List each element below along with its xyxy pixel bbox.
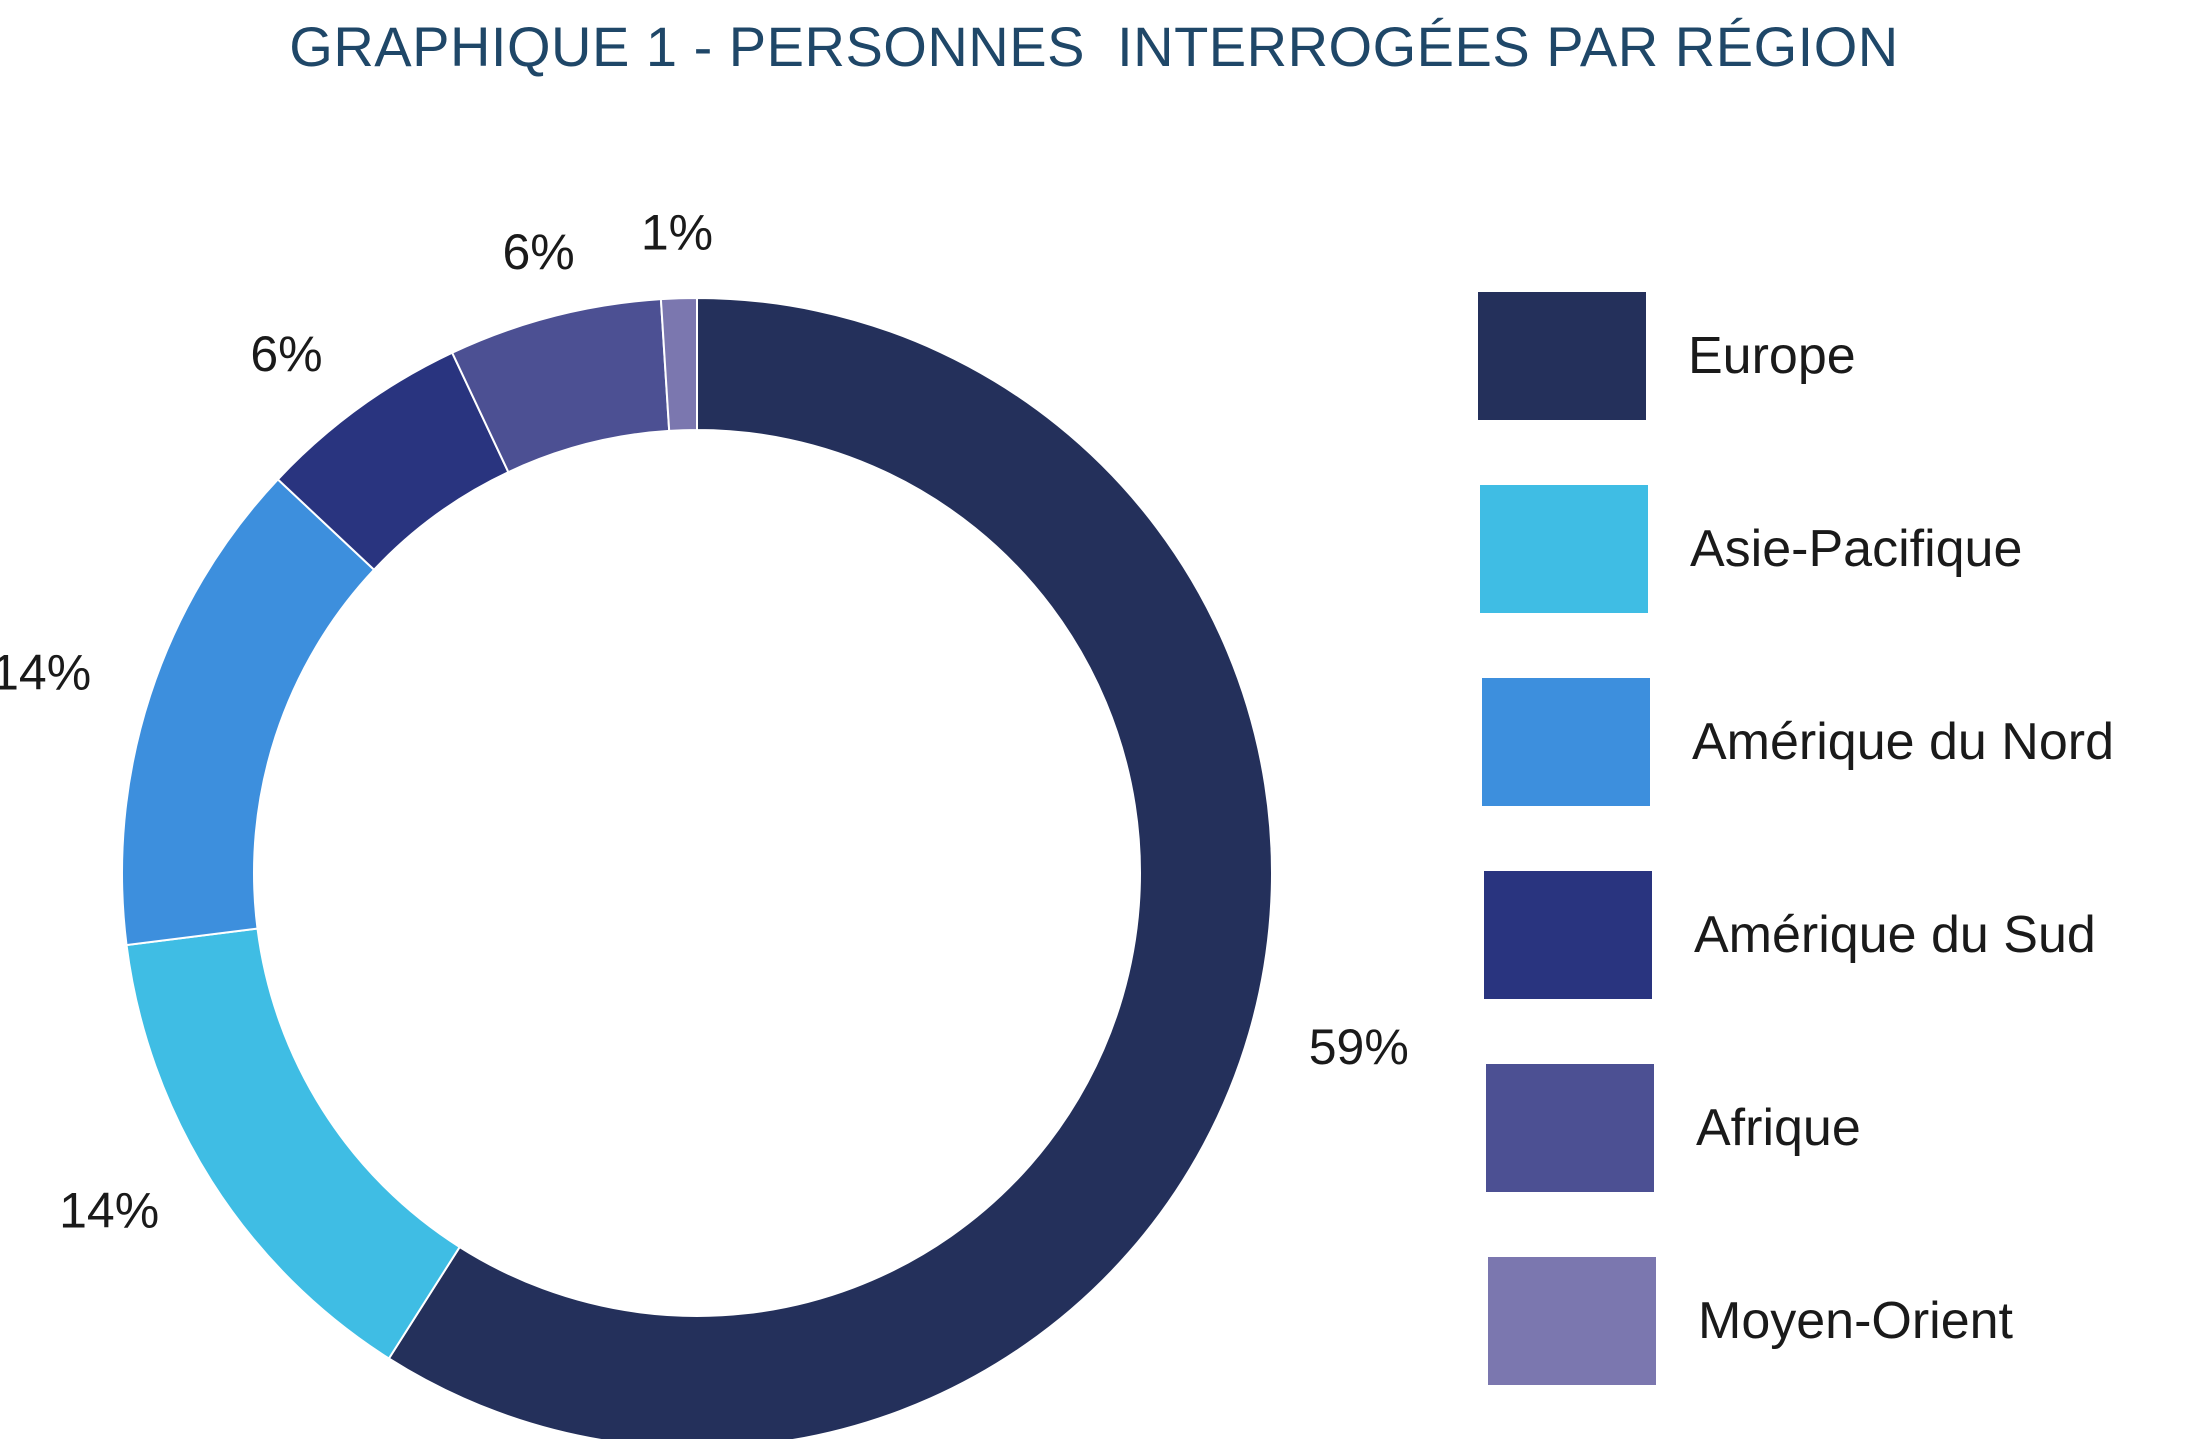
donut-chart: 59% 14% 14% 6% 6% 1%: [0, 205, 1409, 1439]
chart-title: GRAPHIQUE 1 - PERSONNES INTERROGÉES PAR …: [289, 15, 1899, 78]
data-label-amerique-du-sud: 6%: [250, 326, 322, 382]
donut-slices: [121, 296, 1273, 1439]
legend-swatch: [1484, 871, 1652, 999]
data-label-moyen-orient: 1%: [641, 205, 713, 261]
slice-europe: [387, 296, 1273, 1439]
legend-swatch: [1480, 485, 1648, 613]
legend-label: Amérique du Sud: [1694, 906, 2096, 964]
legend-label: Europe: [1688, 327, 1856, 385]
legend-swatch: [1486, 1064, 1654, 1192]
data-label-amerique-du-nord: 14%: [0, 644, 91, 700]
slice-moyen-orient: [659, 296, 698, 432]
legend-label: Amérique du Nord: [1692, 713, 2114, 771]
legend-label: Afrique: [1696, 1099, 1861, 1157]
donut-data-labels: 59% 14% 14% 6% 6% 1%: [0, 205, 1409, 1239]
slice-amerique-du-nord: [121, 477, 376, 947]
data-label-asie-pacifique: 14%: [59, 1183, 159, 1239]
legend-label: Moyen-Orient: [1698, 1292, 2013, 1350]
legend-label: Asie-Pacifique: [1690, 520, 2023, 578]
legend-swatch: [1488, 1257, 1656, 1385]
legend-swatch: [1482, 678, 1650, 806]
data-label-afrique: 6%: [502, 224, 574, 280]
legend-swatch: [1478, 292, 1646, 420]
data-label-europe: 59%: [1309, 1019, 1409, 1075]
slice-asie-pacifique: [125, 927, 462, 1360]
